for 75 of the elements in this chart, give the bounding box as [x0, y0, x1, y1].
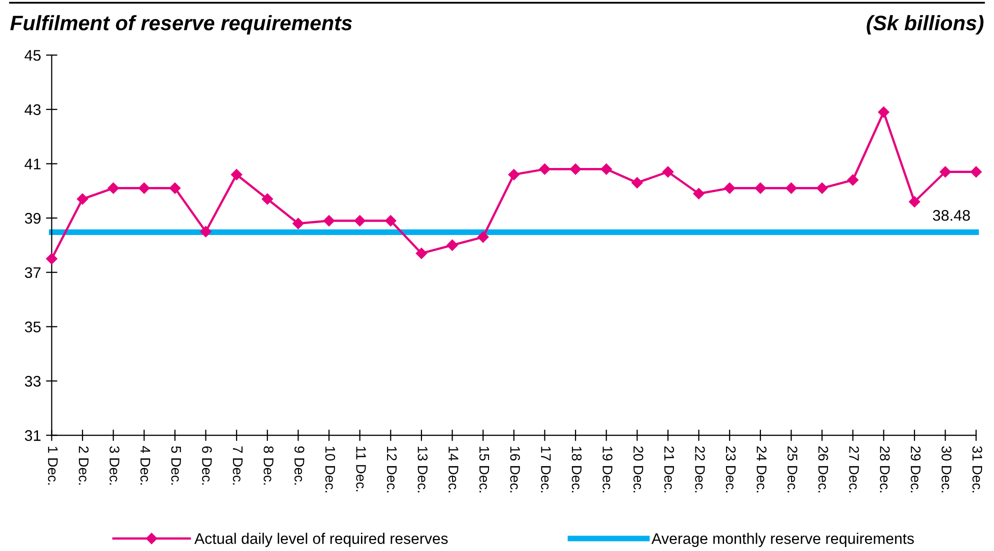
point: [262, 193, 273, 205]
x-tick-label: 22 Dec.: [695, 446, 705, 492]
x-tick-label: 19 Dec.: [602, 446, 612, 492]
point: [292, 218, 304, 230]
point: [354, 215, 366, 226]
point: [724, 182, 736, 194]
point: [477, 231, 489, 243]
point: [508, 168, 520, 180]
point: [786, 182, 797, 194]
y-tick-label: 45: [24, 50, 41, 61]
x-tick-label: 18 Dec.: [572, 446, 582, 492]
x-tick-label: 17 Dec.: [540, 446, 551, 492]
x-tick-label: 13 Dec.: [418, 446, 428, 492]
x-tick-label: 23 Dec.: [726, 446, 736, 492]
point: [878, 106, 890, 118]
x-tick-label: 7 Dec.: [232, 446, 243, 485]
point: [816, 182, 828, 194]
x-tick-label: 10 Dec.: [325, 446, 336, 492]
x-tick-label: 16 Dec.: [510, 446, 520, 492]
x-tick-label: 14 Dec.: [448, 446, 458, 492]
legend-label: Average monthly reserve requirements: [651, 532, 914, 548]
point: [940, 166, 951, 178]
y-tick-label: 41: [24, 158, 41, 170]
point: [754, 182, 766, 194]
x-tick-label: 3 Dec.: [110, 446, 120, 485]
point: [970, 166, 982, 178]
point: [323, 215, 335, 226]
point: [385, 215, 396, 226]
x-tick-label: 29 Dec.: [910, 446, 921, 492]
x-tick-label: 28 Dec.: [880, 446, 890, 492]
point: [693, 188, 704, 200]
x-tick-label: 31 Dec.: [972, 446, 982, 492]
point: [847, 174, 858, 186]
text: (Sk billions): [866, 15, 984, 35]
point: [169, 182, 181, 194]
point: [230, 168, 242, 180]
point: [662, 166, 674, 178]
x-tick-label: 1 Dec.: [48, 446, 58, 485]
legend-label: Actual daily level of required reserves: [194, 532, 448, 548]
point: [76, 193, 88, 205]
point: [416, 248, 428, 259]
y-tick-label: 39: [24, 212, 41, 224]
x-tick-label: 6 Dec.: [202, 446, 212, 485]
x-tick-label: 9 Dec.: [294, 446, 304, 485]
y-tick-label: 31: [24, 430, 41, 441]
chart-title: Fulfilment of reserve requirements: [10, 15, 352, 35]
x-tick-label: 21 Dec.: [664, 446, 674, 492]
y-tick-label: 43: [24, 104, 41, 116]
x-tick-label: 27 Dec.: [849, 446, 859, 492]
y-tick-label: 37: [24, 267, 41, 278]
point: [46, 253, 58, 264]
x-tick-label: 25 Dec.: [787, 446, 798, 492]
y-tick-label: 33: [24, 376, 41, 387]
x-tick-label: 24 Dec.: [756, 446, 767, 492]
x-tick-label: 4 Dec.: [140, 446, 150, 485]
x-tick-label: 15 Dec.: [479, 446, 490, 492]
point: [200, 226, 212, 238]
x-tick-label: 20 Dec.: [633, 446, 644, 492]
x-tick-label: 5 Dec.: [171, 446, 181, 485]
x-tick-label: 30 Dec.: [942, 446, 952, 492]
x-tick-label: 26 Dec.: [818, 446, 828, 492]
point: [908, 196, 920, 208]
x-tick-label: 12 Dec.: [386, 446, 397, 492]
y-tick-label: 35: [24, 322, 41, 332]
point: [600, 164, 612, 175]
point: [138, 182, 150, 194]
x-tick-label: 11 Dec.: [356, 446, 366, 492]
point: [539, 164, 550, 175]
data-label: 38.48: [932, 210, 970, 221]
point: [446, 240, 458, 251]
x-tick-label: 2 Dec.: [78, 446, 89, 485]
x-tick-label: 8 Dec.: [264, 446, 274, 485]
point: [108, 182, 119, 194]
point: [632, 177, 643, 188]
point: [570, 164, 582, 175]
